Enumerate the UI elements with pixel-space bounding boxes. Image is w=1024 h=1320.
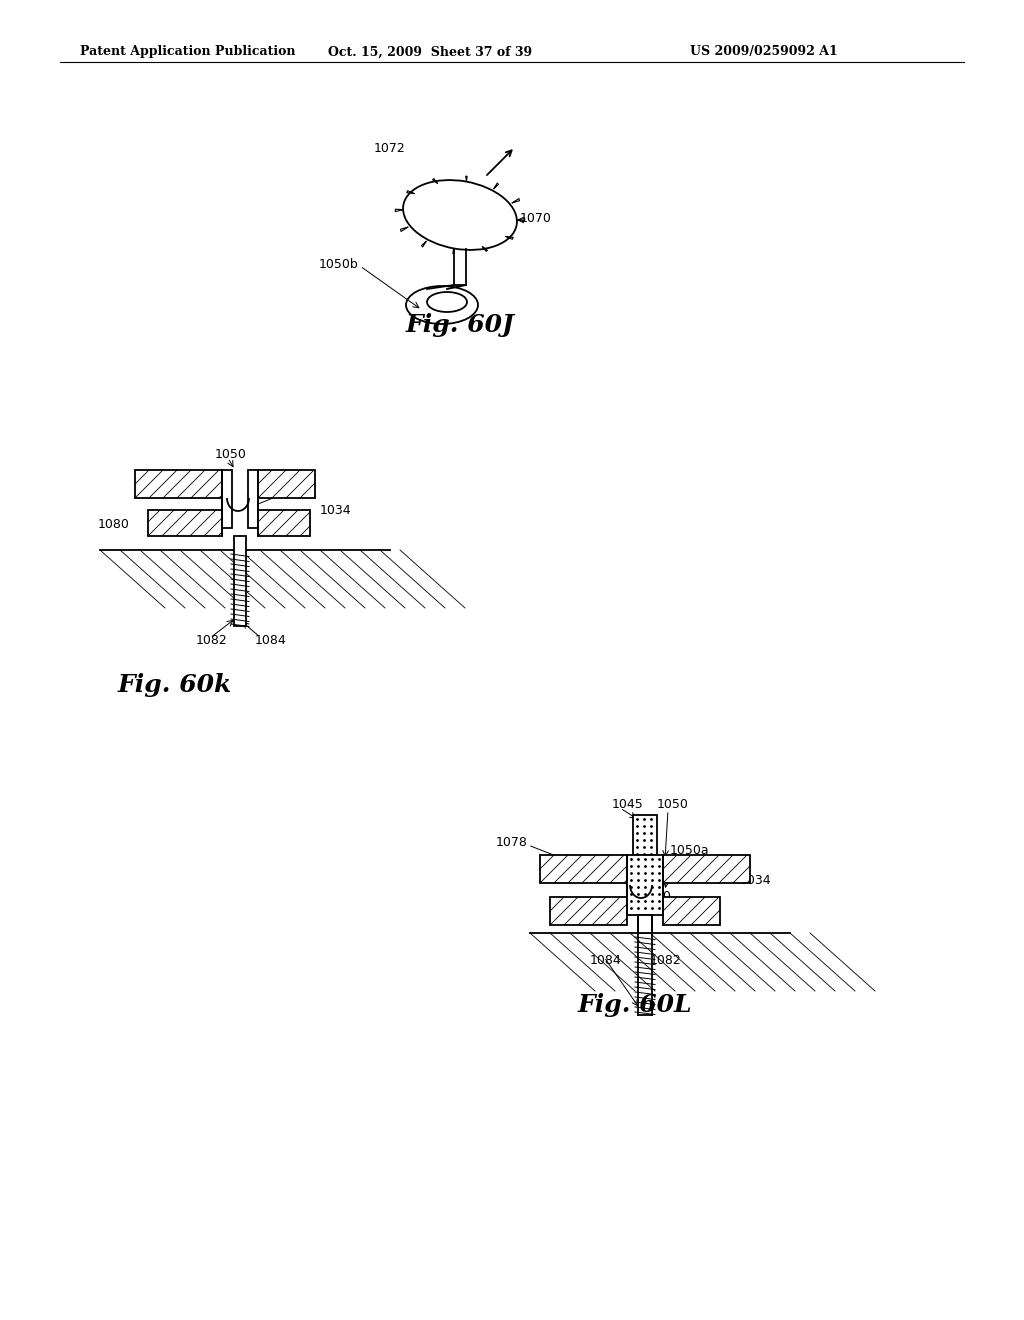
Text: Fig. 60k: Fig. 60k (118, 673, 232, 697)
Text: 1050a: 1050a (670, 843, 710, 857)
Bar (222, 470, 232, 528)
Bar (248, 470, 258, 528)
Ellipse shape (406, 286, 478, 323)
Text: 1034: 1034 (740, 874, 772, 887)
Text: Oct. 15, 2009  Sheet 37 of 39: Oct. 15, 2009 Sheet 37 of 39 (328, 45, 532, 58)
Text: 1070: 1070 (520, 211, 552, 224)
Text: Fig. 60J: Fig. 60J (406, 313, 514, 337)
Text: 1078: 1078 (278, 471, 310, 484)
Ellipse shape (427, 292, 467, 312)
Text: 1050: 1050 (215, 449, 247, 462)
Text: Patent Application Publication: Patent Application Publication (80, 45, 296, 58)
Text: 1080: 1080 (98, 517, 130, 531)
Ellipse shape (403, 180, 517, 249)
Text: 1082: 1082 (196, 634, 227, 647)
Text: 1050: 1050 (657, 799, 689, 812)
Text: US 2009/0259092 A1: US 2009/0259092 A1 (690, 45, 838, 58)
Bar (148, 510, 222, 536)
Bar (258, 510, 310, 536)
Text: 1084: 1084 (255, 634, 287, 647)
Text: 1080: 1080 (640, 890, 672, 903)
Text: 1050a: 1050a (278, 486, 317, 499)
Text: 1050b: 1050b (318, 259, 358, 272)
Bar (627, 855, 663, 915)
Text: 1045: 1045 (612, 799, 644, 812)
Bar (135, 470, 222, 498)
Bar (234, 536, 246, 626)
Bar (638, 915, 652, 933)
Bar (633, 814, 657, 855)
Bar (540, 855, 627, 883)
Bar (258, 470, 315, 498)
Text: 1072: 1072 (374, 141, 406, 154)
Bar (663, 855, 750, 883)
Text: 1034: 1034 (319, 503, 351, 516)
Bar (663, 898, 720, 925)
Text: 1082: 1082 (650, 953, 682, 966)
Bar (550, 898, 627, 925)
Text: 1078: 1078 (496, 836, 528, 849)
Text: Fig. 60L: Fig. 60L (578, 993, 692, 1016)
Text: 1084: 1084 (590, 953, 622, 966)
